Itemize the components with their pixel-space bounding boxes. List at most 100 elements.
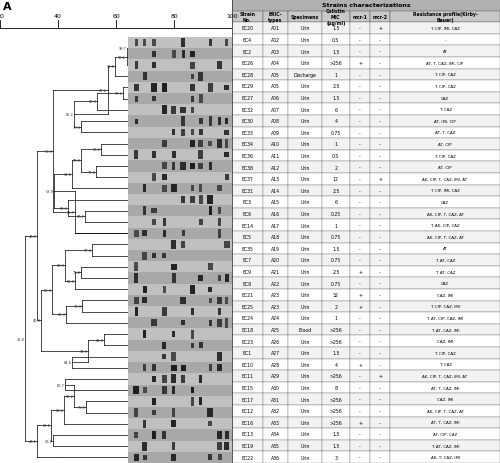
Bar — [322, 197, 350, 208]
Text: Urin: Urin — [300, 107, 310, 113]
Bar — [370, 243, 390, 255]
Bar — [322, 451, 350, 463]
Bar — [225, 432, 228, 438]
Bar — [390, 139, 500, 150]
Text: EC27: EC27 — [242, 96, 254, 101]
Bar — [390, 382, 500, 394]
Bar — [217, 352, 222, 361]
Bar — [322, 440, 350, 451]
Bar — [232, 313, 263, 324]
Bar — [172, 387, 176, 394]
Bar — [128, 385, 232, 396]
Bar — [390, 336, 500, 347]
Bar — [350, 440, 370, 451]
Bar — [263, 301, 288, 313]
Bar — [134, 119, 138, 125]
Text: AK, T, CAZ, IMI: AK, T, CAZ, IMI — [430, 455, 460, 459]
Bar — [263, 336, 288, 347]
Bar — [199, 343, 202, 349]
Bar — [142, 455, 146, 460]
Text: -: - — [380, 154, 381, 159]
Text: >256: >256 — [330, 408, 342, 413]
Text: 0.25: 0.25 — [330, 212, 341, 217]
Bar — [350, 197, 370, 208]
Text: +: + — [358, 293, 362, 298]
Text: T, CIP, IMI, CAZ: T, CIP, IMI, CAZ — [430, 189, 460, 193]
Bar — [370, 197, 390, 208]
Text: EC20: EC20 — [242, 26, 254, 31]
Bar — [350, 12, 370, 23]
Bar — [370, 46, 390, 58]
Text: -: - — [380, 246, 381, 251]
Bar — [350, 347, 370, 359]
Bar — [288, 324, 322, 336]
Bar — [322, 35, 350, 46]
Bar — [263, 220, 288, 232]
Bar — [180, 365, 186, 371]
Bar — [322, 255, 350, 266]
Bar — [232, 405, 263, 417]
Text: A08: A08 — [271, 119, 280, 124]
Text: Urin: Urin — [300, 154, 310, 159]
Text: 73.8: 73.8 — [78, 405, 86, 409]
Text: AT, IMI, CIP: AT, IMI, CIP — [434, 119, 456, 124]
Bar — [350, 336, 370, 347]
Text: T, CAZ: T, CAZ — [438, 108, 452, 112]
Bar — [232, 23, 263, 35]
Bar — [263, 81, 288, 93]
Bar — [172, 51, 176, 59]
Text: -: - — [359, 107, 361, 113]
Bar — [217, 62, 222, 70]
Text: -: - — [359, 339, 361, 344]
Text: -: - — [380, 362, 381, 367]
Bar — [182, 231, 184, 237]
Bar — [191, 96, 194, 102]
Text: Resistance profile(Kirby-
Bauer): Resistance profile(Kirby- Bauer) — [412, 12, 478, 23]
Bar — [190, 343, 194, 348]
Text: EC8: EC8 — [243, 281, 252, 286]
Bar — [263, 162, 288, 174]
Bar — [182, 196, 185, 204]
Bar — [350, 232, 370, 243]
Text: Urin: Urin — [300, 165, 310, 170]
Text: -: - — [380, 119, 381, 124]
Text: A03: A03 — [271, 50, 280, 55]
Text: 77.8: 77.8 — [84, 249, 92, 252]
Bar — [180, 297, 186, 305]
Bar — [350, 301, 370, 313]
Bar — [370, 313, 390, 324]
Bar — [225, 175, 229, 181]
Bar — [390, 440, 500, 451]
Text: -: - — [380, 212, 381, 217]
Bar — [172, 152, 176, 159]
Bar — [370, 405, 390, 417]
Text: 2: 2 — [334, 165, 338, 170]
Bar — [370, 35, 390, 46]
Bar — [232, 0, 500, 12]
Text: 2: 2 — [334, 304, 338, 309]
Bar — [232, 289, 263, 301]
Text: EC34: EC34 — [242, 142, 254, 147]
Bar — [232, 243, 263, 255]
Bar — [226, 119, 228, 125]
Text: AT, CIP: AT, CIP — [438, 166, 452, 170]
Text: AT: AT — [442, 50, 448, 54]
Bar — [390, 359, 500, 370]
Bar — [232, 324, 263, 336]
Text: -: - — [380, 38, 381, 43]
Bar — [134, 230, 139, 237]
Text: Urin: Urin — [300, 188, 310, 194]
Bar — [322, 93, 350, 104]
Bar — [232, 336, 263, 347]
Bar — [350, 93, 370, 104]
Bar — [144, 40, 146, 47]
Bar — [390, 313, 500, 324]
Bar — [288, 347, 322, 359]
Text: 99.7: 99.7 — [119, 47, 127, 51]
Text: Blood: Blood — [298, 327, 312, 332]
Text: 1.5: 1.5 — [332, 50, 340, 55]
Text: 80: 80 — [170, 14, 178, 19]
Bar — [209, 163, 212, 170]
Bar — [128, 116, 232, 127]
Bar — [143, 207, 146, 216]
